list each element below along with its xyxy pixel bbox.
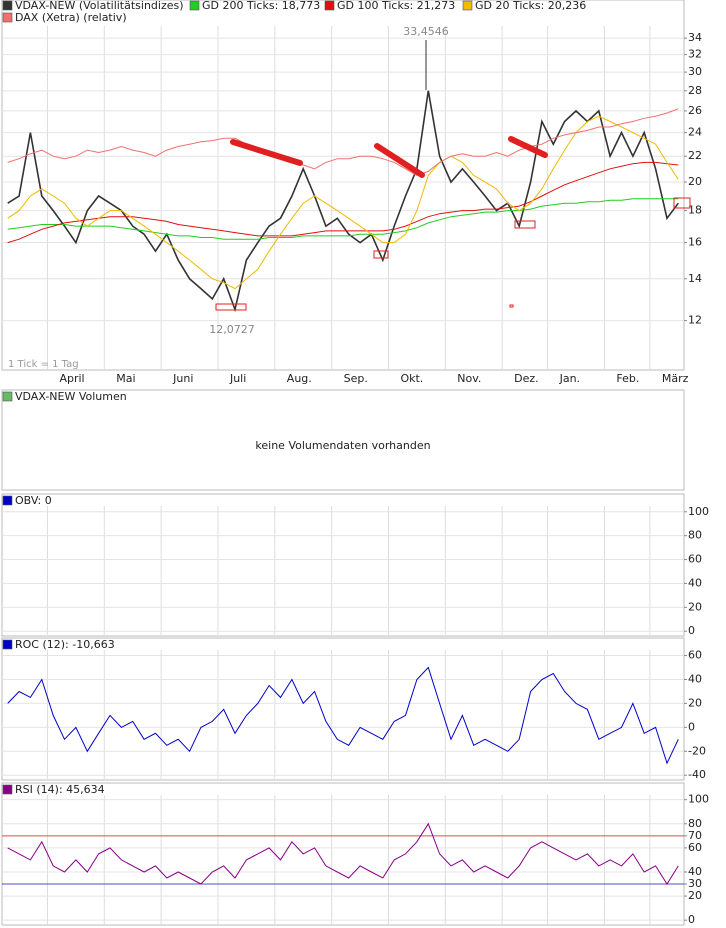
legend-label: ROC (12): -10,663: [15, 638, 115, 651]
x-tick-label: Juli: [229, 372, 246, 385]
legend-label: GD 20 Ticks: 20,236: [475, 0, 586, 12]
y-tick-label: 26: [688, 104, 702, 117]
y-tick-label: 22: [688, 149, 702, 162]
legend-label: VDAX-NEW (Volatilitätsindizes): [15, 0, 184, 12]
legend-label: VDAX-NEW Volumen: [15, 390, 127, 403]
y-tick-label: 30: [688, 65, 702, 78]
max-label: 33,4546: [403, 25, 449, 38]
y-tick-label: 28: [688, 84, 702, 97]
x-tick-label: Mai: [116, 372, 135, 385]
y-tick-label: 14: [688, 272, 702, 285]
legend-swatch: [2, 0, 13, 11]
y-tick-label: 20: [688, 600, 702, 613]
y-tick-label: 34: [688, 31, 702, 44]
series-line: [7, 198, 679, 240]
y-tick-label: 30: [688, 877, 702, 890]
x-tick-label: Jan.: [559, 372, 580, 385]
y-tick-label: 70: [688, 829, 702, 842]
legend-label: OBV: 0: [15, 494, 52, 507]
y-tick-label: 40: [688, 865, 702, 878]
legend-swatch: [2, 391, 13, 402]
panel-frame: [1, 0, 685, 371]
x-tick-label: Dez.: [514, 372, 539, 385]
gap-box: [509, 304, 514, 308]
x-tick-label: Juni: [172, 372, 193, 385]
x-tick-label: Nov.: [457, 372, 481, 385]
legend-swatch: [2, 639, 13, 650]
y-tick-label: 0: [688, 720, 695, 733]
legend-swatch: [2, 495, 13, 506]
annotation-stroke: [508, 136, 548, 158]
x-tick-label: Aug.: [287, 372, 312, 385]
x-tick-label: April: [59, 372, 84, 385]
legend-label: GD 200 Ticks: 18,773: [202, 0, 320, 12]
gap-box: [673, 197, 691, 209]
x-tick-label: Okt.: [400, 372, 423, 385]
y-tick-label: -20: [688, 744, 706, 757]
y-tick-label: 18: [688, 204, 702, 217]
y-tick-label: 32: [688, 48, 702, 61]
y-tick-label: 20: [688, 889, 702, 902]
gap-box: [215, 303, 247, 311]
gap-box: [514, 220, 536, 229]
series-line: [7, 90, 679, 313]
legend-swatch: [189, 0, 200, 11]
y-tick-label: 0: [688, 913, 695, 926]
legend-label: GD 100 Ticks: 21,273: [337, 0, 455, 12]
y-tick-label: 20: [688, 175, 702, 188]
legend-label: DAX (Xetra) (relativ): [15, 11, 127, 24]
y-tick-label: 0: [688, 624, 695, 637]
no-data-message: keine Volumendaten vorhanden: [255, 439, 430, 452]
y-tick-label: 80: [688, 817, 702, 830]
y-tick-label: 40: [688, 672, 702, 685]
y-tick-label: 60: [688, 553, 702, 566]
panel-frame: [1, 637, 685, 781]
legend-swatch: [2, 12, 13, 23]
y-tick-label: 100: [688, 793, 709, 806]
legend-swatch: [324, 0, 335, 11]
series-line: [7, 666, 679, 765]
y-tick-label: 40: [688, 576, 702, 589]
y-tick-label: 12: [688, 314, 702, 327]
legend-swatch: [2, 784, 13, 795]
x-tick-label: Feb.: [616, 372, 639, 385]
x-tick-label: Sep.: [344, 372, 368, 385]
legend-label: RSI (14): 45,634: [15, 783, 105, 796]
legend-swatch: [462, 0, 473, 11]
y-tick-label: 60: [688, 841, 702, 854]
y-tick-label: 24: [688, 126, 702, 139]
series-line: [7, 115, 679, 290]
tick-note: 1 Tick = 1 Tag: [8, 359, 79, 370]
panel-frame: [1, 493, 685, 637]
y-tick-label: 16: [688, 236, 702, 249]
x-tick-label: März: [662, 372, 689, 385]
annotation-stroke: [230, 139, 303, 166]
annotation-stroke: [374, 143, 425, 178]
series-line: [7, 161, 679, 244]
min-label: 12,0727: [209, 323, 255, 336]
y-tick-label: 80: [688, 529, 702, 542]
panel-frame: [1, 389, 685, 491]
series-line: [7, 822, 679, 885]
gap-box: [373, 250, 389, 259]
y-tick-label: 20: [688, 696, 702, 709]
y-tick-label: 60: [688, 649, 702, 662]
series-line: [7, 108, 679, 176]
y-tick-label: -40: [688, 768, 706, 781]
y-tick-label: 100: [688, 505, 709, 518]
